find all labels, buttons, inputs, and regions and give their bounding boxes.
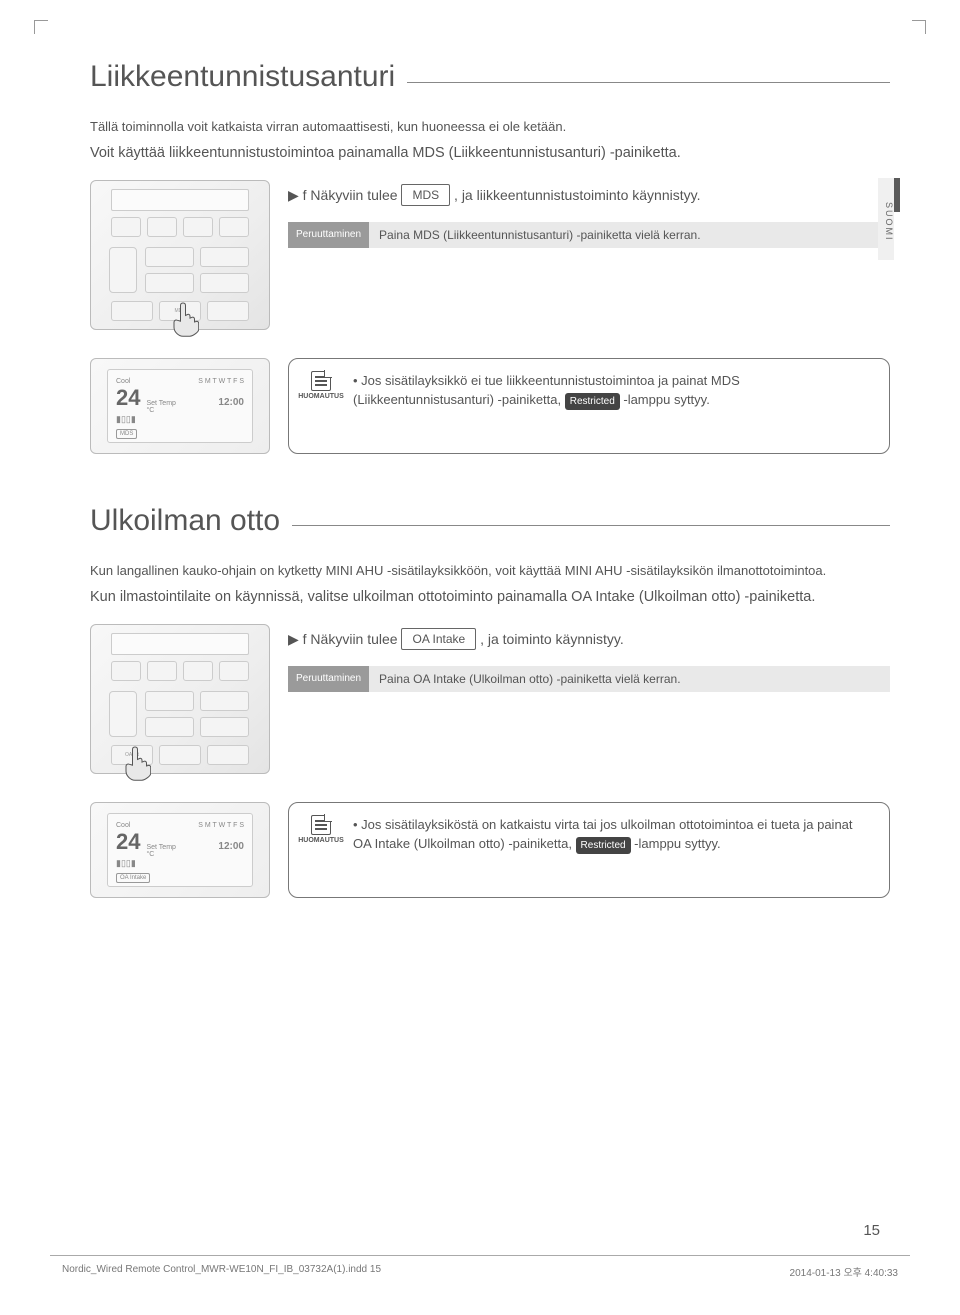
bullet-post: , ja toiminto käynnistyy.	[480, 631, 624, 647]
page-number: 15	[863, 1222, 880, 1239]
section2-note-text: • Jos sisätilayksiköstä on katkaistu vir…	[353, 815, 873, 855]
language-label: SUOMI	[878, 178, 894, 260]
bullet-post: , ja liikkeentunnistustoiminto käynnisty…	[454, 187, 700, 203]
bullet-pre: ▶ f Näkyviin tulee	[288, 187, 401, 203]
crop-mark	[912, 20, 926, 34]
footer-right: 2014-01-13 오후 4:40:33	[790, 1264, 898, 1279]
divider-line	[407, 82, 890, 83]
lcd-temp: 24	[116, 385, 140, 411]
lcd-temp: 24	[116, 829, 140, 855]
display-image: CoolS M T W T F S 24 Set Temp°C 12:00 ▮▯…	[90, 802, 270, 898]
footer-left: Nordic_Wired Remote Control_MWR-WE10N_FI…	[62, 1264, 381, 1279]
lcd-clock: 12:00	[218, 841, 244, 852]
remote-control-image: MDS	[90, 180, 270, 330]
lcd-clock: 12:00	[218, 397, 244, 408]
language-tab: SUOMI	[878, 178, 900, 260]
section2-row1: OA Int ▶ f Näkyviin tulee OA Intake , ja…	[90, 624, 890, 774]
pointing-hand-icon	[169, 301, 199, 337]
section1-row1: MDS ▶ f Näkyviin tulee MDS , ja liikkeen…	[90, 180, 890, 330]
display-image: CoolS M T W T F S 24 Set Temp°C 12:00 ▮▯…	[90, 358, 270, 454]
section2-info: ▶ f Näkyviin tulee OA Intake , ja toimin…	[288, 624, 890, 774]
section1-intro1: Tällä toiminnolla voit katkaista virran …	[90, 118, 890, 137]
section1-cancel-row: Peruuttaminen Paina MDS (Liikkeentunnist…	[288, 222, 890, 248]
section1-bullet: ▶ f Näkyviin tulee MDS , ja liikkeentunn…	[288, 184, 890, 206]
note-text-b: -lamppu syttyy.	[631, 836, 721, 851]
section1-title-row: Liikkeentunnistusanturi	[90, 60, 890, 104]
note-label: HUOMAUTUS	[298, 837, 344, 844]
section2-title-row: Ulkoilman otto	[90, 504, 890, 548]
section1-intro2: Voit käyttää liikkeentunnistustoimintoa …	[90, 143, 890, 164]
footer: Nordic_Wired Remote Control_MWR-WE10N_FI…	[50, 1255, 910, 1279]
section2-title: Ulkoilman otto	[90, 504, 280, 538]
lcd-mode: Cool	[116, 822, 130, 829]
section1-row2: CoolS M T W T F S 24 Set Temp°C 12:00 ▮▯…	[90, 358, 890, 454]
oa-intake-box: OA Intake	[401, 628, 476, 650]
section1-info: ▶ f Näkyviin tulee MDS , ja liikkeentunn…	[288, 180, 890, 330]
note-label: HUOMAUTUS	[298, 393, 344, 400]
cancel-body: Paina OA Intake (Ulkoilman otto) -painik…	[369, 666, 890, 692]
remote-control-image: OA Int	[90, 624, 270, 774]
crop-mark	[34, 20, 48, 34]
section1-note-text: • Jos sisätilayksikkö ei tue liikkeentun…	[353, 371, 873, 411]
lcd-badge: MDS	[116, 429, 137, 439]
note-icon	[311, 815, 331, 835]
section1-title: Liikkeentunnistusanturi	[90, 60, 395, 94]
restricted-pill: Restricted	[576, 837, 631, 854]
cancel-label: Peruuttaminen	[288, 666, 369, 692]
lcd-badge: OA Intake	[116, 873, 150, 883]
section2-note-box: HUOMAUTUS • Jos sisätilayksiköstä on kat…	[288, 802, 890, 898]
section2-bullet: ▶ f Näkyviin tulee OA Intake , ja toimin…	[288, 628, 890, 650]
lcd-mode: Cool	[116, 378, 130, 385]
bullet-pre: ▶ f Näkyviin tulee	[288, 631, 401, 647]
cancel-label: Peruuttaminen	[288, 222, 369, 248]
note-icon	[311, 371, 331, 391]
cancel-body: Paina MDS (Liikkeentunnistusanturi) -pai…	[369, 222, 890, 248]
section2-intro2: Kun ilmastointilaite on käynnissä, valit…	[90, 587, 890, 608]
note-text-b: -lamppu syttyy.	[620, 392, 710, 407]
section2-intro1: Kun langallinen kauko-ohjain on kytketty…	[90, 562, 890, 581]
pointing-hand-icon	[121, 745, 151, 781]
restricted-pill: Restricted	[565, 393, 620, 410]
section1-note-box: HUOMAUTUS • Jos sisätilayksikkö ei tue l…	[288, 358, 890, 454]
divider-line	[292, 525, 890, 526]
section2-cancel-row: Peruuttaminen Paina OA Intake (Ulkoilman…	[288, 666, 890, 692]
mds-box: MDS	[401, 184, 450, 206]
section2-row2: CoolS M T W T F S 24 Set Temp°C 12:00 ▮▯…	[90, 802, 890, 898]
